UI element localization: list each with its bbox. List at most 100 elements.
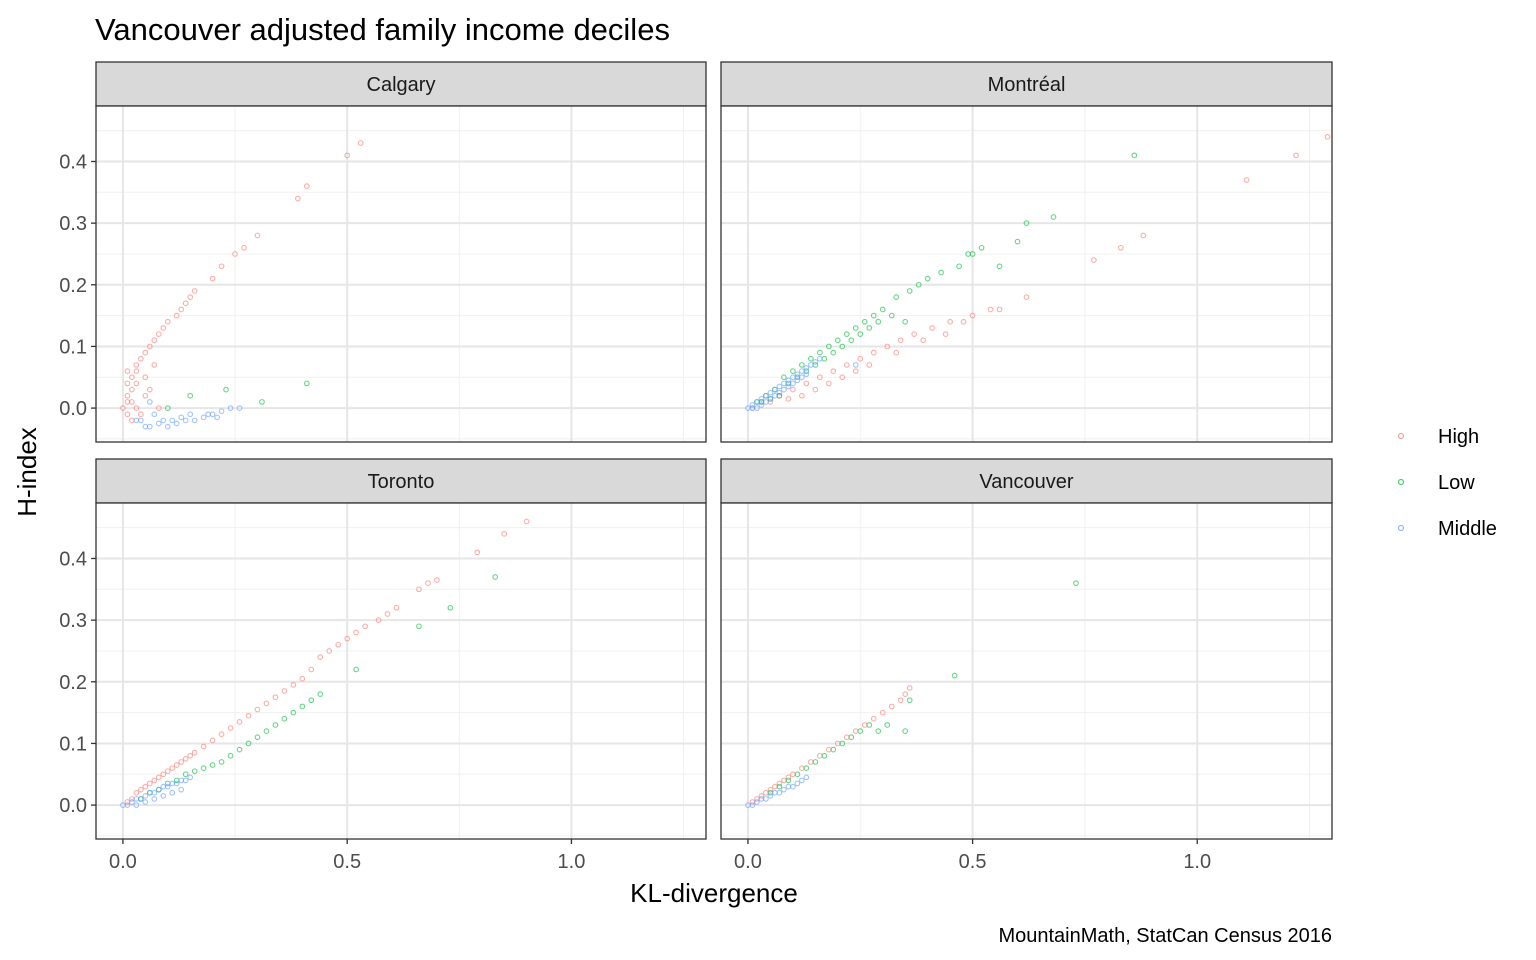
point-low	[821, 752, 828, 759]
panel-background-montr-al	[721, 106, 1332, 442]
panel-background-vancouver	[721, 503, 1332, 839]
point-low	[254, 734, 261, 741]
point-middle	[794, 780, 801, 787]
point-middle	[205, 411, 211, 418]
point-high	[353, 629, 359, 636]
point-low	[870, 312, 877, 319]
point-low	[223, 386, 229, 393]
point-low	[951, 672, 958, 679]
point-low	[308, 697, 315, 704]
point-high	[182, 756, 189, 762]
point-low	[259, 399, 265, 405]
point-low	[839, 740, 846, 747]
point-low	[902, 728, 909, 734]
point-high	[133, 789, 140, 796]
point-middle	[218, 408, 225, 415]
point-high	[1324, 133, 1331, 140]
point-middle	[852, 362, 859, 368]
point-high	[129, 374, 135, 381]
point-middle	[781, 386, 787, 393]
point-high	[344, 635, 351, 642]
point-low	[245, 740, 252, 747]
point-low	[1023, 220, 1030, 226]
point-low	[781, 374, 787, 381]
point-high	[160, 771, 167, 778]
point-low	[1131, 152, 1138, 159]
point-high	[362, 623, 368, 630]
point-high	[200, 743, 207, 750]
point-middle	[164, 783, 171, 790]
point-high	[160, 325, 167, 331]
point-low	[996, 263, 1003, 270]
point-high	[308, 666, 315, 673]
point-low	[191, 768, 198, 775]
point-high	[138, 786, 144, 793]
point-high	[870, 715, 877, 722]
facet-label-calgary: Calgary	[367, 74, 436, 96]
point-high	[812, 386, 819, 393]
point-high	[326, 648, 333, 654]
point-high	[227, 725, 234, 731]
point-middle	[133, 802, 140, 808]
point-high	[142, 392, 149, 399]
point-low	[866, 722, 873, 728]
legend-label-low: Low	[1438, 472, 1475, 494]
point-middle	[812, 359, 819, 365]
point-high	[133, 362, 140, 368]
point-high	[303, 183, 310, 189]
point-high	[209, 275, 216, 282]
point-low	[492, 574, 499, 580]
point-middle	[767, 792, 774, 799]
point-high	[142, 783, 149, 790]
point-high	[164, 768, 171, 775]
point-high	[169, 765, 176, 771]
point-low	[776, 783, 783, 790]
y-tick-label: 0.0	[59, 398, 87, 420]
point-middle	[816, 355, 823, 362]
point-low	[924, 275, 931, 282]
point-middle	[160, 792, 167, 799]
point-high	[947, 318, 953, 325]
point-low	[164, 405, 171, 411]
point-low	[830, 746, 837, 753]
point-high	[155, 774, 162, 781]
point-high	[124, 411, 131, 418]
point-high	[299, 675, 306, 682]
point-low	[875, 318, 882, 325]
point-middle	[763, 796, 769, 802]
point-high	[897, 697, 904, 704]
point-high	[960, 318, 967, 325]
point-high	[133, 405, 140, 411]
point-high	[232, 251, 238, 257]
point-low	[794, 771, 801, 778]
point-high	[146, 343, 153, 350]
point-middle	[155, 786, 162, 793]
point-low	[843, 331, 850, 337]
point-middle	[182, 777, 189, 784]
point-low	[1073, 580, 1079, 586]
point-low	[416, 623, 422, 630]
point-high	[218, 731, 225, 738]
point-high	[191, 749, 198, 756]
point-high	[434, 577, 440, 583]
point-middle	[173, 420, 180, 427]
point-high	[187, 294, 194, 300]
point-high	[942, 331, 949, 337]
point-high	[425, 580, 431, 586]
point-high	[785, 395, 792, 402]
points-layer	[120, 133, 1331, 808]
point-middle	[794, 377, 801, 384]
point-middle	[146, 399, 153, 405]
point-middle	[790, 380, 796, 387]
y-tick-label: 0.2	[59, 275, 87, 297]
point-high	[416, 586, 422, 593]
point-high	[857, 355, 864, 362]
point-middle	[803, 774, 810, 781]
point-low	[902, 318, 909, 325]
point-low	[182, 771, 189, 778]
point-high	[151, 777, 158, 784]
point-middle	[151, 789, 158, 796]
point-high	[897, 337, 904, 344]
point-high	[790, 386, 796, 393]
point-high	[987, 306, 994, 313]
